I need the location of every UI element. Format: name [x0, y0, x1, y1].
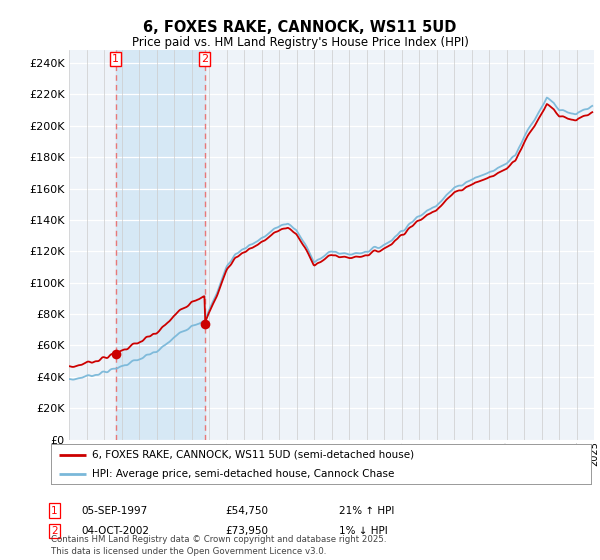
Text: 1: 1 — [51, 506, 58, 516]
Text: Contains HM Land Registry data © Crown copyright and database right 2025.
This d: Contains HM Land Registry data © Crown c… — [51, 535, 386, 556]
Text: Price paid vs. HM Land Registry's House Price Index (HPI): Price paid vs. HM Land Registry's House … — [131, 36, 469, 49]
Text: £54,750: £54,750 — [225, 506, 268, 516]
Text: 1% ↓ HPI: 1% ↓ HPI — [339, 526, 388, 536]
Text: 6, FOXES RAKE, CANNOCK, WS11 5UD: 6, FOXES RAKE, CANNOCK, WS11 5UD — [143, 20, 457, 35]
Text: 05-SEP-1997: 05-SEP-1997 — [81, 506, 147, 516]
Text: 2: 2 — [201, 54, 208, 63]
Text: 6, FOXES RAKE, CANNOCK, WS11 5UD (semi-detached house): 6, FOXES RAKE, CANNOCK, WS11 5UD (semi-d… — [91, 450, 413, 460]
Text: 04-OCT-2002: 04-OCT-2002 — [81, 526, 149, 536]
Text: 1: 1 — [112, 54, 119, 63]
Text: 21% ↑ HPI: 21% ↑ HPI — [339, 506, 394, 516]
Text: £73,950: £73,950 — [225, 526, 268, 536]
Text: 2: 2 — [51, 526, 58, 536]
Bar — [116, 50, 205, 440]
Text: HPI: Average price, semi-detached house, Cannock Chase: HPI: Average price, semi-detached house,… — [91, 469, 394, 478]
